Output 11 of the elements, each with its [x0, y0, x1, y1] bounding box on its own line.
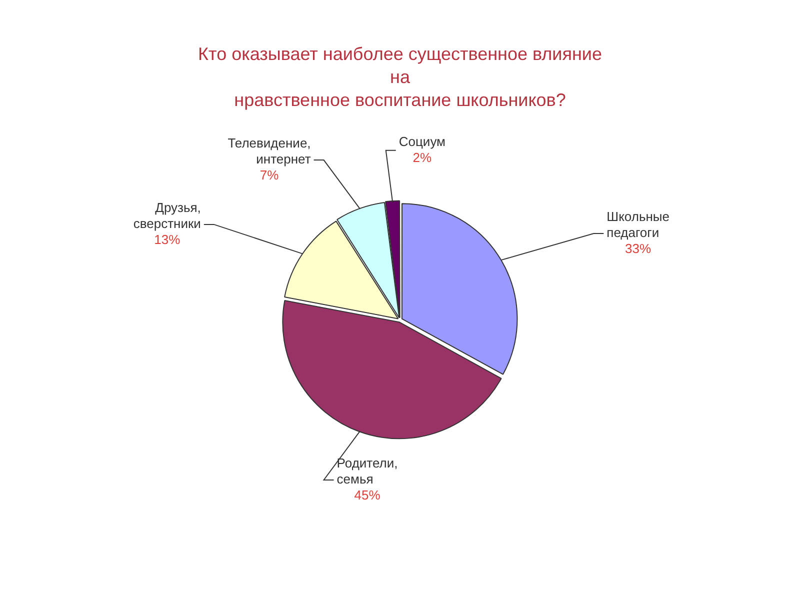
data-label: 13% [154, 232, 181, 248]
slice-label: Школьные педагоги [606, 209, 670, 240]
data-label: 45% [354, 488, 381, 503]
data-label: 7% [260, 168, 280, 183]
data-label: 2% [412, 150, 432, 165]
data-label: 33% [625, 241, 652, 256]
slice-label: Телевидение, интернет [228, 136, 311, 167]
chart-title: Кто оказывает наиболее существенное влияние на нравственное воспитание школьников? [198, 44, 602, 110]
slice-label: Родители, семья [336, 456, 398, 487]
slice-label: Социум [398, 134, 446, 149]
slice-label: Друзья, сверстники [133, 200, 201, 232]
